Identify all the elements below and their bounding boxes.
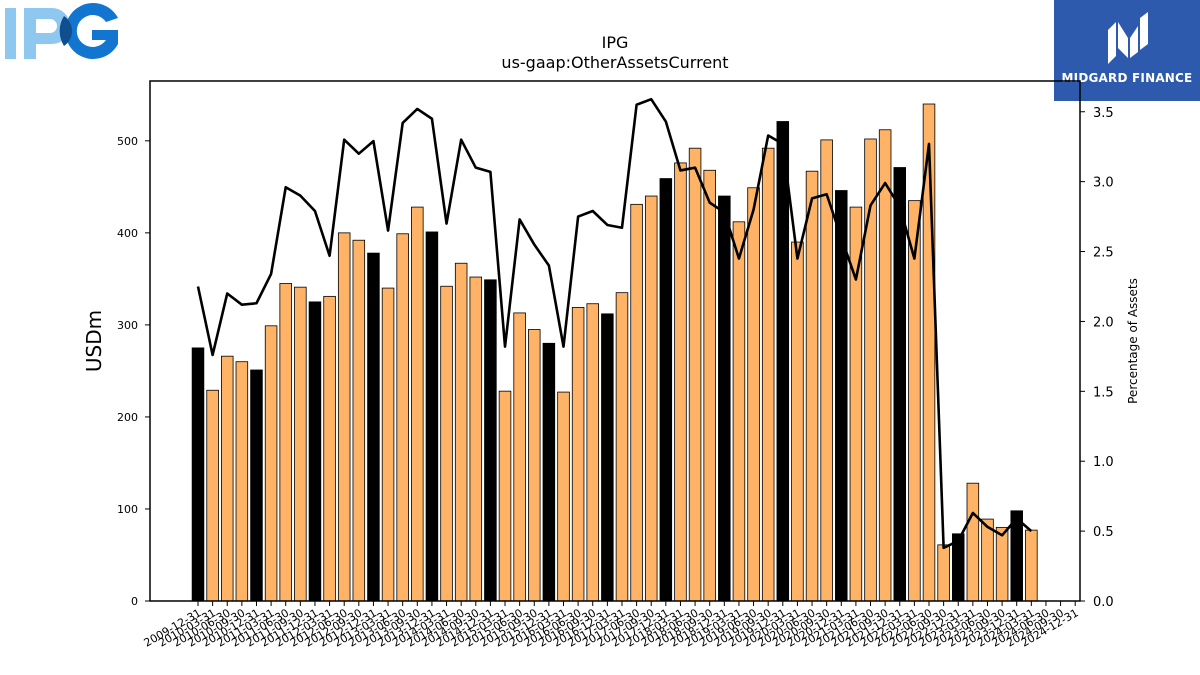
y2-tick-label: 3.5: [1093, 106, 1114, 121]
bar: [615, 292, 629, 602]
y2-tick-label: 3.0: [1093, 176, 1114, 191]
bar: [878, 129, 892, 602]
brand-badge: MIDGARD FINANCE: [1054, 0, 1200, 101]
chart-title: IPG: [602, 33, 629, 52]
bar: [484, 279, 497, 602]
bar: [776, 121, 790, 602]
x-axis: 2009-12-312010-03-312010-06-302010-09-30…: [142, 601, 1081, 650]
bar: [688, 147, 702, 602]
y-tick-label: 0: [131, 595, 138, 608]
bar: [557, 391, 570, 602]
bar: [469, 276, 483, 602]
bar: [718, 195, 731, 602]
logo-letter-i: [5, 8, 16, 59]
bar: [703, 169, 716, 602]
bar: [411, 206, 424, 602]
bar: [674, 162, 687, 602]
bar: [1025, 529, 1038, 602]
bar: [206, 389, 219, 602]
bar: [528, 329, 541, 602]
bar: [367, 252, 380, 602]
bar: [630, 203, 643, 602]
bar: [732, 221, 746, 602]
bar: [279, 283, 292, 602]
bar: [747, 187, 760, 602]
midgard-m-icon: [1108, 12, 1148, 64]
y-tick-label: 100: [117, 503, 138, 516]
bar: [440, 285, 453, 602]
bar: [995, 526, 1009, 602]
bar: [937, 544, 950, 602]
y-tick-label: 400: [117, 227, 138, 240]
bar: [498, 390, 512, 602]
bar: [454, 262, 468, 602]
bar: [264, 325, 278, 602]
bar: [220, 355, 234, 602]
brand-name: MIDGARD FINANCE: [1061, 71, 1193, 85]
y2-tick-label: 2.0: [1093, 315, 1114, 330]
logo-letter-g: [65, 3, 118, 59]
bar: [966, 482, 980, 602]
bar: [352, 239, 366, 602]
percentage-line: [196, 97, 1033, 550]
bar: [601, 313, 614, 602]
chart-subtitle: us-gaap:OtherAssetsCurrent: [501, 53, 728, 72]
y2-tick-label: 1.0: [1093, 455, 1114, 470]
y-tick-label: 200: [117, 411, 138, 424]
bar: [323, 295, 336, 602]
line-group: [196, 97, 1033, 550]
bar: [513, 312, 526, 602]
bar: [761, 147, 775, 602]
logo-letter-p: [24, 8, 70, 59]
logo-overlap-shadow: [59, 16, 73, 46]
bar: [396, 233, 409, 602]
y2-tick-label: 0.5: [1093, 525, 1114, 540]
bar: [235, 361, 249, 602]
bar: [542, 342, 556, 602]
bar: [425, 231, 439, 602]
bar: [308, 301, 322, 602]
left-axis: 0 100 200 300 400 500: [117, 135, 150, 608]
bar: [791, 241, 804, 602]
y2-tick-label: 2.5: [1093, 246, 1114, 261]
bar: [805, 170, 819, 602]
bar: [191, 347, 205, 602]
bar: [893, 167, 907, 602]
ipg-logo: [5, 3, 118, 59]
bar: [644, 195, 658, 602]
right-axis: 0.0 0.5 1.0 1.5 2.0 2.5 3.0 3.5: [1080, 106, 1114, 610]
bar: [586, 303, 599, 602]
bars-group: [191, 103, 1038, 602]
bar: [294, 286, 307, 602]
y-axis-label: USDm: [82, 310, 106, 372]
y-tick-label: 300: [117, 319, 138, 332]
bar: [337, 232, 351, 602]
y2-tick-label: 0.0: [1093, 595, 1114, 610]
bar: [381, 287, 395, 602]
bar: [659, 178, 673, 602]
bar: [981, 518, 994, 602]
y2-tick-label: 1.5: [1093, 385, 1114, 400]
y-tick-label: 500: [117, 135, 138, 148]
y2-axis-label: Percentage of Assets: [1126, 278, 1140, 404]
bar: [908, 200, 921, 602]
plot-frame: [149, 80, 1081, 602]
bar: [250, 369, 263, 602]
bar: [571, 307, 585, 602]
